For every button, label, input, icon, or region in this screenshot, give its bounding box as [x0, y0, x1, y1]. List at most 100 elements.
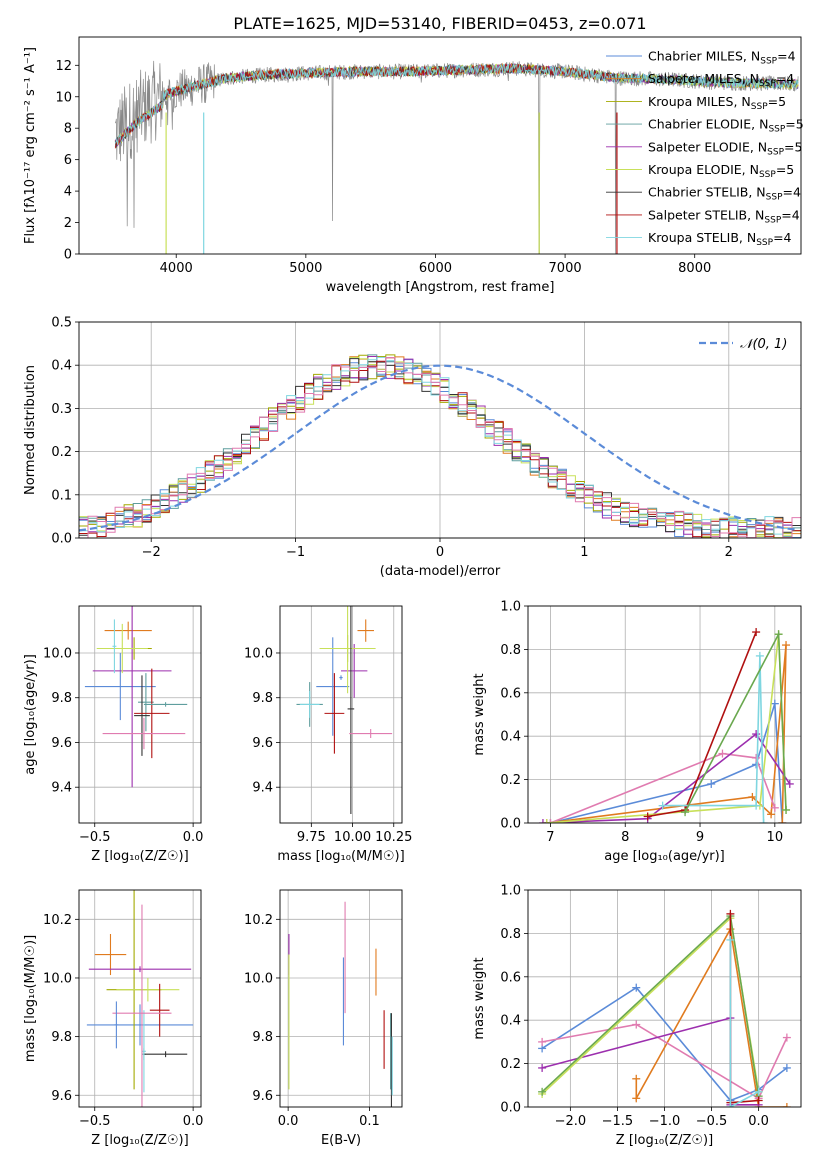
legend-label-suffix: =5: [784, 139, 802, 154]
x-tick-label: 7000: [549, 261, 582, 276]
y-tick-label: 9.6: [252, 1089, 273, 1104]
y-tick-label: 0.8: [500, 643, 521, 658]
legend-label: Kroupa MILES, NSSP=5: [648, 94, 786, 112]
legend-label-sub: SSP: [759, 170, 776, 180]
errorbar-point: [347, 606, 355, 815]
errorbar-point: [324, 673, 345, 754]
x-axis-label: mass [log₁₀(M/M☉)]: [277, 849, 404, 864]
legend-label: Chabrier STELIB, NSSP=4: [648, 185, 801, 203]
histogram-step-line: [79, 357, 801, 538]
errorbar-point: [86, 1004, 194, 1046]
y-tick-label: 4: [64, 185, 72, 200]
weight-series-line: [662, 655, 765, 823]
y-tick-label: 0.0: [500, 1101, 521, 1116]
axes-weight_vs_Z: −2.0 −1.5 −1.0 −0.5 0.0 0.0 0.2 0.4 0.6 0.8 1.0 Z […: [472, 884, 802, 1148]
legend-label-suffix: =4: [781, 207, 799, 222]
x-tick-label: 7: [546, 830, 554, 845]
x-axis-label: Z [log₁₀(Z/Z☉)]: [616, 1133, 713, 1148]
y-tick-label: 0.8: [500, 927, 521, 942]
plot-area-age_vs_Z: [84, 606, 188, 788]
x-axis-label: age [log₁₀(age/yr)]: [604, 849, 725, 864]
legend-label-name: Salpeter ELODIE, N: [648, 139, 767, 154]
y-tick-label: 0.4: [500, 1014, 521, 1029]
errorbar-point: [88, 966, 192, 973]
legend-label: Salpeter ELODIE, NSSP=5: [648, 139, 802, 157]
plot-area-weight_vs_age: [538, 628, 794, 823]
axes-residuals: −2 −1 0 1 2 0.0 0.1 0.2 0.3 0.4 0.5 (data-model)/er…: [23, 316, 802, 579]
errorbar-point: [138, 673, 154, 732]
x-tick-label: −1.0: [649, 1114, 681, 1129]
y-tick-label: 9.8: [252, 1030, 273, 1045]
y-tick-label: 10: [55, 90, 72, 105]
axes-frame: [527, 605, 802, 824]
legend-label-name: Chabrier ELODIE, N: [648, 117, 768, 132]
y-tick-label: 0.0: [500, 817, 521, 832]
y-tick-label: 10.2: [43, 913, 72, 928]
x-tick-label: −1.5: [602, 1114, 634, 1129]
legend-label-sub: SSP: [760, 57, 777, 67]
legend-label-suffix: =5: [768, 94, 786, 109]
x-tick-label: 1: [580, 545, 588, 560]
errorbar-point: [141, 1010, 146, 1093]
x-axis-label: wavelength [Angstrom, rest frame]: [326, 280, 555, 295]
errorbar-point: [112, 619, 117, 674]
axes-mass_vs_ebv: 0.0 0.1 9.6 9.8 10.0 10.2 E(B-V): [244, 889, 403, 1148]
weight-series: [681, 630, 791, 817]
errorbar-point: [149, 983, 170, 1037]
y-axis-label: age [log₁₀(age/yr)]: [23, 654, 38, 775]
legend-label-suffix: =4: [773, 230, 791, 245]
x-tick-label: 0: [436, 545, 444, 560]
y-tick-label: 9.6: [252, 736, 273, 751]
y-tick-label: 10.2: [244, 913, 273, 928]
plot-area-weight_vs_Z: [538, 909, 791, 1107]
x-axis-label: E(B-V): [321, 1133, 361, 1148]
y-axis-label: mass weight: [472, 673, 487, 755]
legend-label-name: Kroupa MILES, N: [648, 94, 751, 109]
errorbar-point: [134, 675, 150, 756]
legend-label-suffix: =4: [783, 185, 801, 200]
legend-label-sub: SSP: [766, 193, 783, 203]
y-tick-label: 0.2: [500, 1057, 521, 1072]
y-tick-label: 0.6: [500, 686, 521, 701]
legend-label-sub: SSP: [751, 102, 768, 112]
x-tick-label: 0.1: [359, 1114, 380, 1129]
axes-frame: [527, 889, 802, 1108]
x-tick-label: 10.00: [334, 830, 371, 845]
errorbar-point: [116, 977, 180, 1002]
legend-label-suffix: =4: [776, 71, 794, 86]
y-tick-label: 9.6: [51, 1089, 72, 1104]
axes-mass_vs_Z: −0.5 0.0 9.6 9.8 10.0 10.2 Z [log₁₀(Z/Z☉)] mass…: [23, 889, 203, 1148]
normal-distribution-curve: [79, 364, 799, 532]
y-tick-label: 0.2: [500, 773, 521, 788]
plot-area-age_vs_mass: [296, 606, 393, 815]
x-tick-label: 0.0: [748, 1114, 769, 1129]
errorbar-point: [357, 619, 374, 642]
y-tick-label: 0.3: [51, 402, 72, 417]
figure-title: PLATE=1625, MJD=53140, FIBERID=0453, z=0…: [233, 14, 646, 33]
axes-frame: [279, 889, 403, 1108]
weight-series: [658, 651, 768, 823]
errorbar-point: [349, 729, 393, 738]
y-tick-label: 0.5: [51, 316, 72, 331]
x-tick-label: 5000: [289, 261, 322, 276]
x-tick-label: 6000: [419, 261, 452, 276]
y-tick-label: 9.4: [51, 781, 72, 796]
axes-frame: [279, 605, 403, 824]
weight-series-line: [542, 732, 791, 823]
y-tick-label: 10.0: [43, 971, 72, 986]
errorbar-point: [143, 1051, 188, 1058]
legend-label-name: Chabrier MILES, N: [648, 49, 760, 64]
legend-label-sub: SSP: [768, 125, 785, 135]
legend-label-sub: SSP: [767, 147, 784, 157]
histogram-step-line: [79, 356, 801, 538]
legend-label-sub: SSP: [759, 79, 776, 89]
weight-series-line: [729, 939, 759, 1107]
y-tick-label: 2: [64, 216, 72, 231]
y-tick-label: 12: [55, 59, 72, 74]
weight-series-line: [541, 1023, 788, 1100]
legend-label: 𝒩(0, 1): [740, 337, 787, 352]
errorbar-point: [94, 933, 127, 976]
x-tick-label: −0.5: [79, 1114, 111, 1129]
